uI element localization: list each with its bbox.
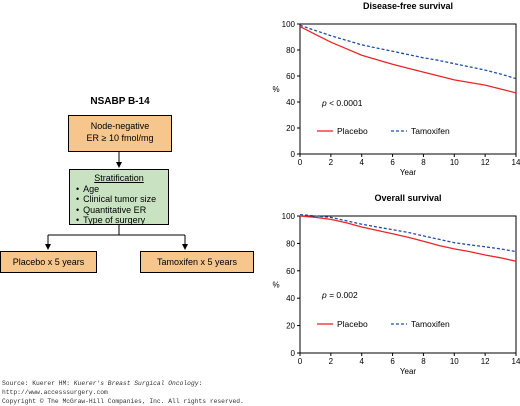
x-tick-label: 14	[512, 357, 520, 366]
x-axis-label: Year	[400, 168, 417, 177]
trial-title: NSABP B-14	[90, 96, 150, 107]
x-tick-label: 6	[390, 357, 395, 366]
flowchart-connectors	[45, 152, 188, 250]
x-tick-label: 2	[329, 158, 334, 167]
p-value-annotation: p = 0.002	[321, 290, 358, 300]
stratification-item: Quantitative ER	[76, 205, 168, 216]
legend-label-placebo: Placebo	[337, 319, 368, 329]
series-line-tamoxifen	[299, 24, 517, 80]
y-tick-label: 40	[286, 98, 295, 107]
placebo-arm-box: Placebo x 5 years	[0, 251, 97, 273]
legend-label-tamoxifen: Tamoxifen	[411, 126, 450, 136]
chart-title: Overall survival	[374, 193, 441, 203]
plot-frame	[299, 23, 517, 155]
y-tick-label: 60	[286, 72, 295, 81]
chart-title: Disease-free survival	[363, 1, 453, 11]
x-tick-label: 8	[421, 158, 426, 167]
source-suffix: :	[198, 380, 203, 387]
stratification-box: Stratification Age Clinical tumor size Q…	[69, 169, 169, 225]
source-prefix: Source: Kuerer HM:	[2, 380, 74, 387]
x-tick-label: 12	[481, 158, 490, 167]
x-tick-label: 12	[481, 357, 490, 366]
y-tick-label: 100	[282, 20, 296, 29]
eligibility-line: ER ≥ 10 fmol/mg	[86, 133, 154, 143]
tamoxifen-arm-box: Tamoxifen x 5 years	[140, 251, 254, 273]
y-tick-label: 20	[286, 322, 295, 331]
p-value-annotation: p < 0.0001	[321, 98, 363, 108]
y-tick-label: 20	[286, 124, 295, 133]
stratification-item: Clinical tumor size	[76, 194, 168, 205]
y-tick-label: 80	[286, 46, 295, 55]
x-tick-label: 8	[421, 357, 426, 366]
stratification-item: Type of surgery	[76, 215, 168, 226]
x-tick-label: 0	[298, 357, 303, 366]
x-tick-label: 4	[359, 357, 364, 366]
y-tick-label: 0	[291, 150, 296, 159]
x-tick-label: 14	[512, 158, 520, 167]
x-tick-label: 0	[298, 158, 303, 167]
y-tick-label: 60	[286, 267, 295, 276]
x-tick-label: 10	[450, 158, 459, 167]
legend-label-tamoxifen: Tamoxifen	[411, 319, 450, 329]
legend-label-placebo: Placebo	[337, 126, 368, 136]
disease-free-survival-chart: Disease-free survival 0 20 40 60 80 100 0 2 4 6 8 10…	[272, 1, 520, 177]
x-tick-label: 6	[390, 158, 395, 167]
y-tick-label: 0	[291, 349, 296, 358]
x-axis-label: Year	[400, 367, 417, 376]
x-tick-label: 10	[450, 357, 459, 366]
series-line-tamoxifen	[299, 213, 517, 253]
stratification-item: Age	[76, 184, 168, 195]
y-axis-label: %	[272, 85, 279, 94]
y-tick-label: 40	[286, 294, 295, 303]
eligibility-line: Node-negative	[90, 121, 150, 131]
y-tick-label: 80	[286, 239, 295, 248]
source-citation: Source: Kuerer HM: Kuerer's Breast Surgi…	[2, 379, 244, 406]
series-line-placebo	[299, 215, 517, 262]
x-tick-label: 2	[329, 357, 334, 366]
source-url[interactable]: http://www.accesssurgery.com	[2, 389, 108, 396]
source-title: Kuerer's Breast Surgical Oncology	[73, 380, 199, 387]
stratification-header: Stratification	[94, 173, 144, 183]
eligibility-box: Node-negative ER ≥ 10 fmol/mg	[68, 115, 172, 152]
series-line-placebo	[299, 26, 517, 94]
x-tick-label: 4	[359, 158, 364, 167]
copyright-notice: Copyright © The McGraw-Hill Companies, I…	[2, 398, 244, 405]
overall-survival-chart: Overall survival 0 20 40 60 80 100 0 2 4 6 8 10 12 14%…	[272, 193, 520, 376]
plot-frame	[299, 215, 517, 354]
stratification-list: Age Clinical tumor size Quantitative ER …	[76, 184, 168, 226]
y-axis-label: %	[272, 281, 279, 290]
y-tick-label: 100	[282, 212, 296, 221]
